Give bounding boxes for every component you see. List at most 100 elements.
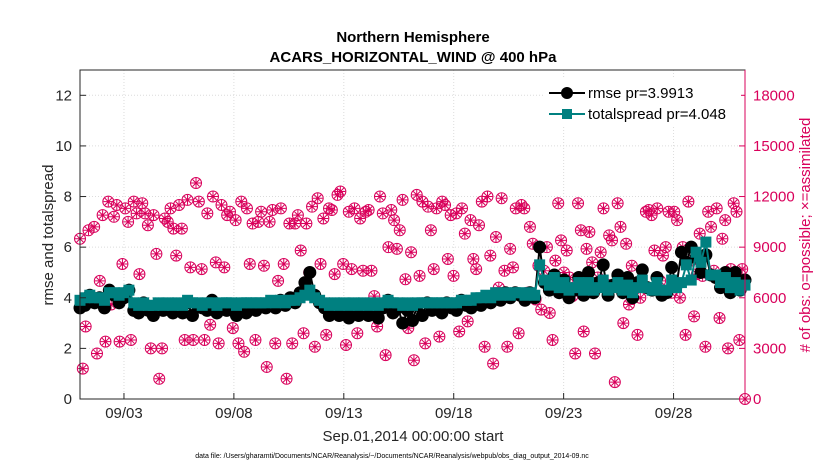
assimilated-obs-point bbox=[465, 215, 476, 226]
y-tick-label: 4 bbox=[64, 290, 72, 307]
assimilated-obs-point bbox=[561, 245, 572, 256]
totalspread-point bbox=[710, 269, 722, 281]
assimilated-obs-point bbox=[162, 216, 173, 227]
x-axis-label: Sep.01,2014 00:00:00 start bbox=[323, 428, 505, 445]
rmse-point bbox=[582, 265, 596, 279]
possible-obs-point bbox=[122, 215, 135, 228]
assimilated-obs-point bbox=[309, 341, 320, 352]
totalspread-point bbox=[573, 277, 585, 289]
possible-obs-point bbox=[552, 197, 565, 210]
possible-obs-point bbox=[611, 197, 624, 210]
possible-obs-point bbox=[614, 220, 627, 233]
possible-obs-point bbox=[351, 327, 364, 340]
assimilated-obs-point bbox=[476, 196, 487, 207]
assimilated-obs-point bbox=[100, 336, 111, 347]
y2-tick-label: 18000 bbox=[753, 87, 795, 104]
y-tick-label: 12 bbox=[55, 87, 72, 104]
totalspread-point bbox=[123, 284, 135, 296]
assimilated-obs-point bbox=[349, 203, 360, 214]
assimilated-obs-point bbox=[199, 334, 210, 345]
assimilated-obs-point bbox=[420, 338, 431, 349]
assimilated-obs-point bbox=[581, 243, 592, 254]
possible-obs-point bbox=[484, 249, 497, 262]
rmse-point bbox=[635, 263, 649, 277]
assimilated-obs-point bbox=[111, 199, 122, 210]
possible-obs-point bbox=[76, 362, 89, 375]
possible-obs-point bbox=[405, 246, 418, 259]
possible-obs-point bbox=[407, 354, 420, 367]
assimilated-obs-point bbox=[510, 203, 521, 214]
possible-obs-point bbox=[229, 214, 242, 227]
assimilated-obs-point bbox=[434, 331, 445, 342]
assimilated-obs-point bbox=[261, 361, 272, 372]
assimilated-obs-point bbox=[425, 225, 436, 236]
possible-obs-point bbox=[243, 258, 256, 271]
y2-tick-label: 6000 bbox=[753, 290, 786, 307]
assimilated-obs-point bbox=[411, 189, 422, 200]
totalspread-point bbox=[543, 279, 555, 291]
assimilated-obs-point bbox=[737, 264, 748, 275]
totalspread-point bbox=[534, 259, 546, 271]
possible-obs-point bbox=[314, 258, 327, 271]
chart-subtitle: ACARS_HORIZONTAL_WIND @ 400 hPa bbox=[270, 49, 558, 66]
assimilated-obs-point bbox=[267, 205, 278, 216]
assimilated-obs-point bbox=[451, 208, 462, 219]
possible-obs-point bbox=[487, 357, 500, 370]
rmse-point bbox=[728, 265, 742, 279]
assimilated-obs-point bbox=[431, 203, 442, 214]
assimilated-obs-point bbox=[507, 262, 518, 273]
possible-obs-point bbox=[232, 337, 245, 350]
assimilated-obs-point bbox=[233, 338, 244, 349]
assimilated-obs-point bbox=[176, 223, 187, 234]
totalspread-point bbox=[622, 279, 634, 291]
assimilated-obs-point bbox=[341, 340, 351, 351]
assimilated-obs-point bbox=[227, 323, 238, 334]
possible-obs-point bbox=[473, 219, 485, 232]
possible-obs-point bbox=[504, 242, 517, 255]
possible-obs-point bbox=[127, 195, 140, 208]
assimilated-obs-point bbox=[343, 206, 354, 217]
totalspread-point bbox=[612, 277, 624, 289]
assimilated-obs-point bbox=[301, 218, 312, 229]
possible-obs-point bbox=[569, 347, 582, 360]
possible-obs-point bbox=[334, 185, 347, 198]
assimilated-obs-point bbox=[275, 203, 286, 214]
possible-obs-point bbox=[481, 190, 494, 203]
y-tick-label: 10 bbox=[55, 138, 72, 155]
totalspread-point bbox=[680, 259, 692, 271]
possible-obs-point bbox=[238, 345, 251, 358]
assimilated-obs-point bbox=[287, 338, 298, 349]
assimilated-obs-point bbox=[142, 220, 153, 231]
assimilated-obs-point bbox=[714, 313, 725, 324]
possible-obs-point bbox=[124, 333, 137, 346]
assimilated-obs-point bbox=[374, 191, 385, 202]
assimilated-obs-point bbox=[468, 253, 479, 264]
assimilated-obs-point bbox=[321, 329, 332, 340]
possible-obs-point bbox=[345, 263, 358, 276]
assimilated-obs-point bbox=[414, 270, 425, 281]
possible-obs-point bbox=[96, 209, 109, 222]
assimilated-obs-point bbox=[717, 233, 728, 244]
assimilated-obs-point bbox=[295, 245, 306, 256]
assimilated-obs-point bbox=[674, 292, 685, 303]
assimilated-obs-point bbox=[108, 211, 119, 222]
assimilated-obs-point bbox=[607, 235, 617, 246]
assimilated-obs-point bbox=[80, 321, 91, 332]
assimilated-obs-point bbox=[244, 259, 255, 270]
assimilated-obs-point bbox=[397, 194, 408, 205]
possible-obs-point bbox=[560, 244, 573, 257]
assimilated-obs-point bbox=[657, 250, 668, 261]
assimilated-obs-point bbox=[689, 311, 700, 322]
assimilated-obs-point bbox=[120, 203, 131, 214]
possible-obs-point bbox=[362, 204, 375, 217]
possible-obs-point bbox=[311, 192, 324, 205]
assimilated-obs-point bbox=[640, 206, 651, 217]
assimilated-obs-point bbox=[324, 203, 335, 214]
possible-obs-point bbox=[116, 258, 129, 271]
possible-obs-point bbox=[323, 202, 336, 215]
assimilated-obs-point bbox=[210, 257, 221, 268]
assimilated-obs-point bbox=[148, 210, 159, 221]
possible-obs-point bbox=[317, 212, 330, 225]
assimilated-obs-point bbox=[527, 238, 538, 249]
assimilated-obs-point bbox=[454, 326, 465, 337]
